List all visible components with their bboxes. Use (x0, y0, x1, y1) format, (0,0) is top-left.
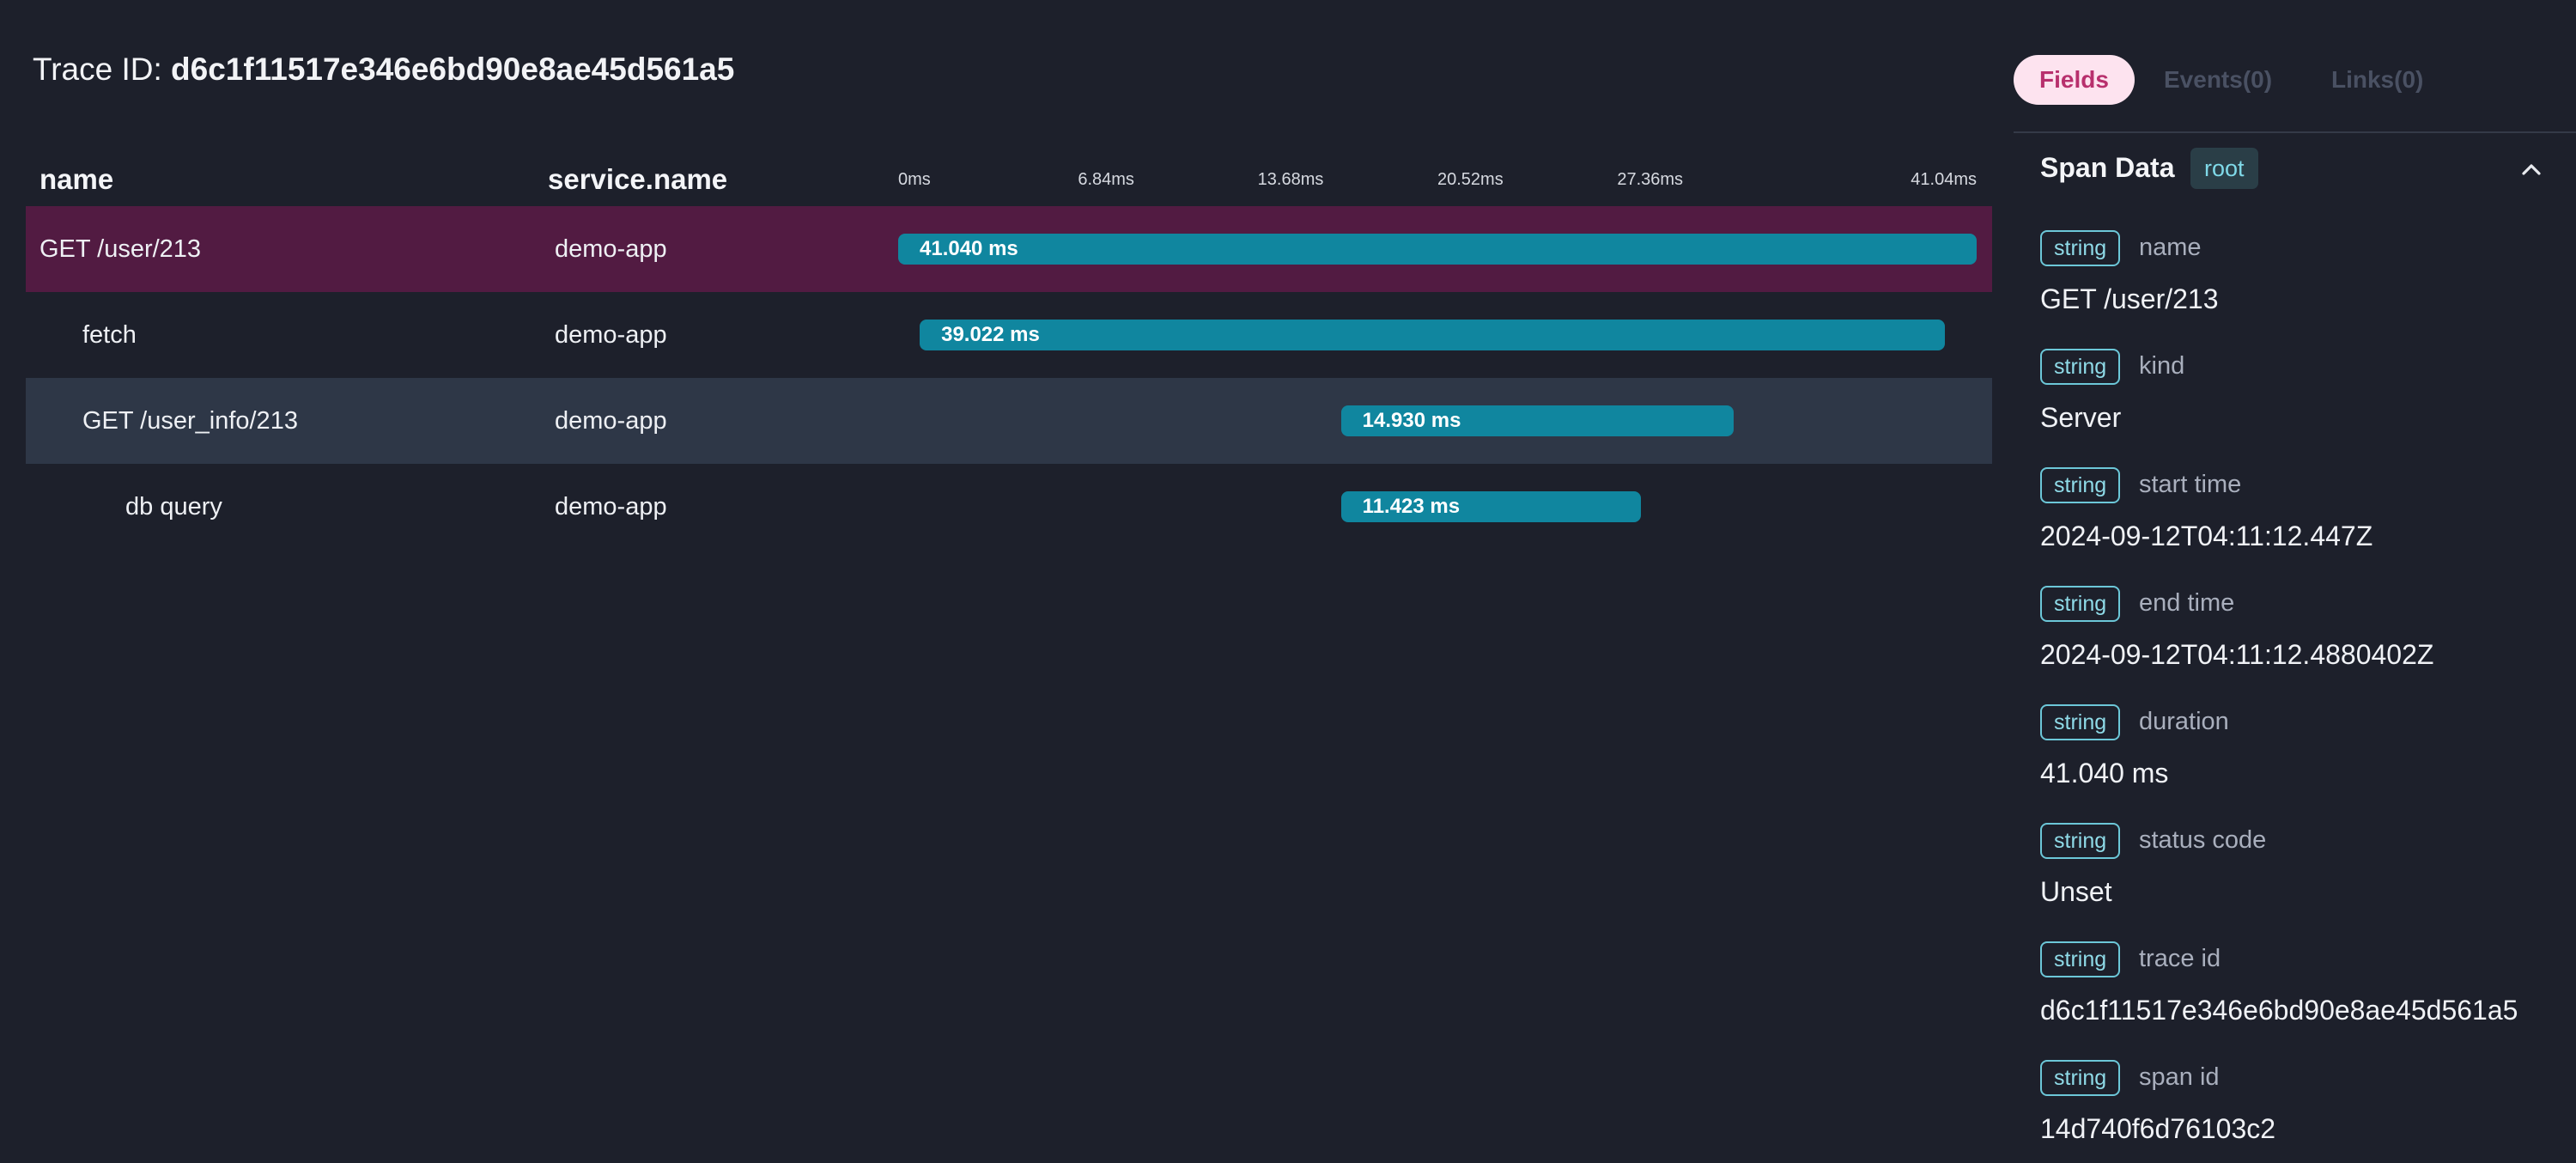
field-status-code: string status code Unset (2040, 821, 2573, 940)
span-service: demo-app (555, 321, 667, 349)
column-header-service[interactable]: service.name (548, 163, 728, 195)
span-data-title: Span Data (2040, 152, 2175, 183)
field-value: 2024-09-12T04:11:12.4880402Z (2040, 639, 2434, 670)
span-name: db query (125, 493, 222, 521)
tab-divider (2014, 131, 2576, 133)
trace-id-value: d6c1f11517e346e6bd90e8ae45d561a5 (171, 52, 735, 87)
field-label: status code (2139, 826, 2267, 854)
table-header: name service.name 0ms 6.84ms 13.68ms 20.… (26, 155, 1992, 206)
field-value: 14d740f6d76103c2 (2040, 1113, 2276, 1144)
span-row-fetch[interactable]: fetch demo-app 39.022 ms (26, 292, 1992, 378)
field-value: 41.040 ms (2040, 758, 2169, 789)
field-value: Unset (2040, 876, 2112, 907)
span-name: fetch (82, 321, 137, 349)
span-data-header[interactable]: Span Data root (2040, 147, 2547, 192)
type-badge: string (2040, 467, 2121, 503)
field-label: name (2139, 234, 2202, 261)
trace-id-label: Trace ID: (33, 52, 162, 87)
tab-links[interactable]: Links(0) (2331, 66, 2424, 93)
span-row-get-user[interactable]: GET /user/213 demo-app 41.040 ms (26, 206, 1992, 292)
chevron-up-icon[interactable] (2516, 154, 2547, 185)
span-row-db-query[interactable]: db query demo-app 11.423 ms (26, 464, 1992, 550)
span-rows: GET /user/213 demo-app 41.040 ms fetch d… (26, 206, 1992, 550)
timeline-tick: 41.04ms (1911, 170, 1977, 189)
field-end-time: string end time 2024-09-12T04:11:12.4880… (2040, 584, 2573, 703)
detail-tabs: Fields Events(0) Links(0) (2014, 55, 2563, 105)
field-label: kind (2139, 352, 2185, 380)
timeline-tick: 20.52ms (1437, 170, 1504, 189)
field-start-time: string start time 2024-09-12T04:11:12.44… (2040, 466, 2573, 584)
span-name: GET /user_info/213 (82, 407, 298, 435)
span-duration-bar[interactable]: 14.930 ms (1340, 405, 1734, 436)
timeline-tick: 27.36ms (1617, 170, 1684, 189)
span-row-get-user-info[interactable]: GET /user_info/213 demo-app 14.930 ms (26, 378, 1992, 464)
root-badge: root (2190, 148, 2258, 189)
tab-events[interactable]: Events(0) (2164, 66, 2273, 93)
field-value: Server (2040, 402, 2122, 433)
trace-title: Trace ID: d6c1f11517e346e6bd90e8ae45d561… (33, 48, 734, 91)
span-service: demo-app (555, 235, 667, 263)
span-service: demo-app (555, 493, 667, 521)
timeline-tick: 0ms (898, 170, 931, 189)
field-value: d6c1f11517e346e6bd90e8ae45d561a5 (2040, 995, 2518, 1026)
column-header-name[interactable]: name (39, 163, 114, 195)
field-label: start time (2139, 471, 2242, 498)
type-badge: string (2040, 1060, 2121, 1096)
field-label: trace id (2139, 945, 2221, 972)
span-name: GET /user/213 (39, 235, 202, 263)
field-label: end time (2139, 589, 2235, 617)
field-duration: string duration 41.040 ms (2040, 703, 2573, 821)
field-value: GET /user/213 (2040, 283, 2219, 314)
span-fields: string name GET /user/213 string kind Se… (2040, 228, 2573, 1163)
field-value: 2024-09-12T04:11:12.447Z (2040, 521, 2373, 551)
field-kind: string kind Server (2040, 347, 2573, 466)
field-span-id: string span id 14d740f6d76103c2 (2040, 1058, 2573, 1163)
type-badge: string (2040, 230, 2121, 266)
timeline-tick: 13.68ms (1257, 170, 1324, 189)
span-duration-bar[interactable]: 41.040 ms (898, 234, 1977, 265)
type-badge: string (2040, 586, 2121, 622)
span-duration-bar[interactable]: 11.423 ms (1340, 491, 1642, 522)
field-name: string name GET /user/213 (2040, 228, 2573, 347)
span-duration-bar[interactable]: 39.022 ms (920, 320, 1946, 350)
span-service: demo-app (555, 407, 667, 435)
field-label: span id (2139, 1063, 2220, 1091)
field-label: duration (2139, 708, 2229, 735)
tab-fields[interactable]: Fields (2014, 55, 2135, 105)
timeline-tick: 6.84ms (1078, 170, 1134, 189)
field-trace-id: string trace id d6c1f11517e346e6bd90e8ae… (2040, 940, 2573, 1058)
type-badge: string (2040, 823, 2121, 859)
type-badge: string (2040, 941, 2121, 977)
type-badge: string (2040, 349, 2121, 385)
type-badge: string (2040, 704, 2121, 740)
